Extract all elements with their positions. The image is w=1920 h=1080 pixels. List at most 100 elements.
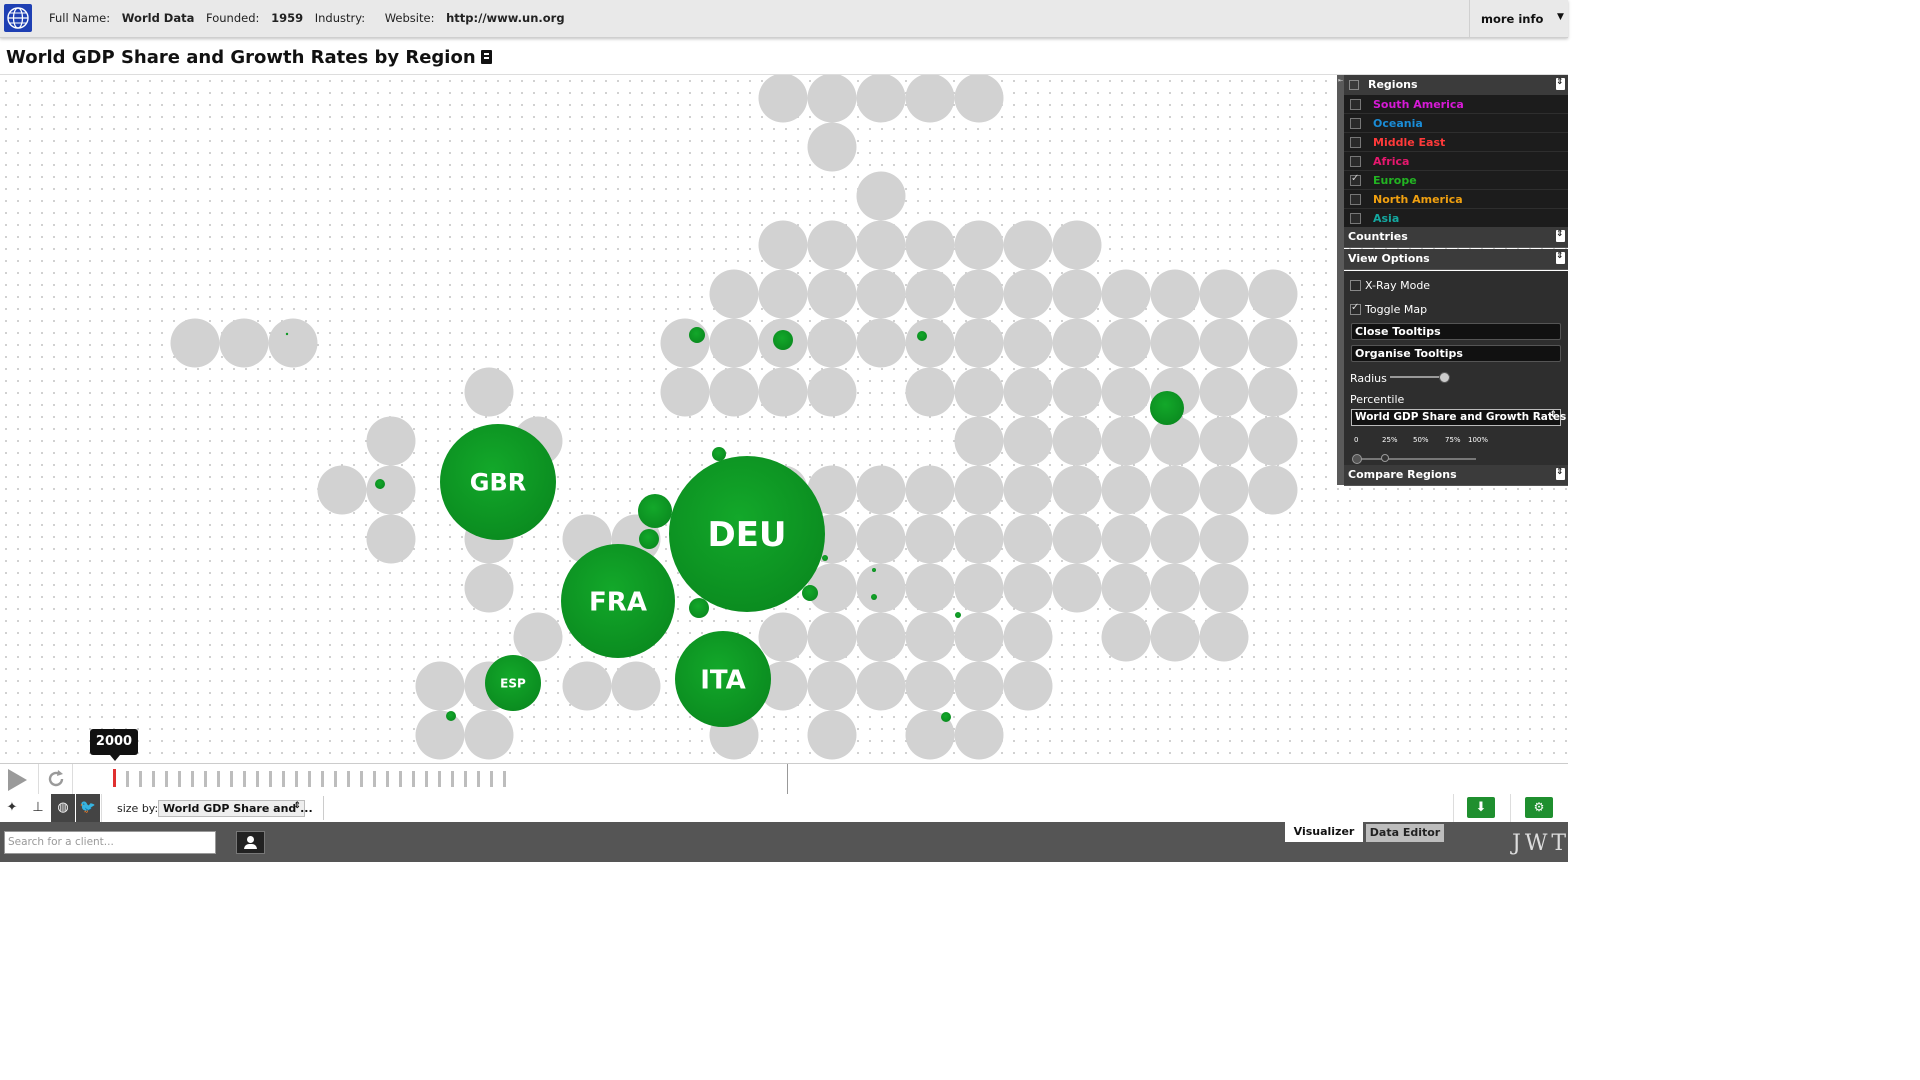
region-item-south-america[interactable]: South America [1344,95,1568,114]
year-tick[interactable] [204,771,207,787]
year-slider-handle[interactable] [113,769,116,787]
country-bubble-gbr[interactable] [440,424,556,540]
region-checkbox[interactable] [1350,213,1361,224]
countries-header[interactable]: Countries [1344,227,1568,248]
region-item-africa[interactable]: Africa [1344,152,1568,171]
region-item-oceania[interactable]: Oceania [1344,114,1568,133]
region-checkbox[interactable] [1350,118,1361,129]
close-tooltips-button[interactable]: Close Tooltips [1351,323,1561,340]
map-canvas[interactable]: GBR DEU FRA ITA ESP [0,75,1568,763]
year-tick[interactable] [191,771,194,787]
more-info-button[interactable]: more info ▼ [1469,0,1569,37]
year-tick[interactable] [178,771,181,787]
region-item-europe[interactable]: Europe [1344,171,1568,190]
chart-view-icon[interactable]: ⊥ [32,800,44,815]
compare-regions-dropdown-icon[interactable] [1556,467,1565,480]
year-tick[interactable] [412,771,415,787]
year-tick[interactable] [360,771,363,787]
year-tick[interactable] [243,771,246,787]
play-button[interactable] [0,764,39,794]
year-tick[interactable] [464,771,467,787]
panel-collapse-strip[interactable]: ⇤ [1337,75,1344,485]
country-bubble[interactable] [871,594,877,600]
website-link[interactable]: http://www.un.org [446,11,565,25]
twitter-icon[interactable]: 🐦 [76,794,100,822]
view-options-header[interactable]: View Options [1344,249,1568,270]
year-tick[interactable] [373,771,376,787]
country-bubble[interactable] [689,598,709,618]
region-item-middle-east[interactable]: Middle East [1344,133,1568,152]
user-button[interactable] [236,831,265,854]
country-bubble-deu[interactable] [669,456,825,612]
compare-regions-header[interactable]: Compare Regions [1344,465,1568,486]
year-tick[interactable] [165,771,168,787]
country-bubble[interactable] [446,711,456,721]
year-tick[interactable] [347,771,350,787]
bubbles-view-icon[interactable]: ✦ [6,800,18,815]
year-tick[interactable] [269,771,272,787]
year-tick[interactable] [451,771,454,787]
view-options-dropdown-icon[interactable] [1556,251,1565,264]
region-checkbox[interactable] [1350,99,1361,110]
country-bubble[interactable] [802,585,818,601]
year-tick[interactable] [425,771,428,787]
year-tick[interactable] [126,771,129,787]
country-bubble[interactable] [712,447,726,461]
country-bubble[interactable] [638,494,672,528]
region-checkbox[interactable] [1350,137,1361,148]
settings-button[interactable]: ⚙ [1525,797,1553,818]
toggle-map-checkbox[interactable] [1350,302,1361,315]
country-bubble[interactable] [1150,391,1184,425]
info-icon[interactable] [480,50,492,64]
region-item-asia[interactable]: Asia [1344,209,1568,228]
year-tick[interactable] [386,771,389,787]
year-tick[interactable] [256,771,259,787]
download-button[interactable]: ⬇ [1467,797,1495,818]
country-bubble[interactable] [773,330,793,350]
year-tick[interactable] [230,771,233,787]
year-tick[interactable] [321,771,324,787]
year-tick[interactable] [217,771,220,787]
regions-dropdown-icon[interactable] [1556,77,1565,90]
regions-header[interactable]: Regions [1344,75,1568,96]
year-tick[interactable] [477,771,480,787]
country-bubble-esp[interactable] [485,655,541,711]
countries-dropdown-icon[interactable] [1556,229,1565,242]
year-tick[interactable] [438,771,441,787]
country-bubble[interactable] [822,555,828,561]
tab-data-editor[interactable]: Data Editor [1366,824,1444,842]
country-bubble[interactable] [375,479,385,489]
country-bubble[interactable] [639,529,659,549]
country-bubble-ita[interactable] [675,631,771,727]
globe-view-icon[interactable]: ◍ [51,794,75,822]
country-bubble[interactable] [955,612,961,618]
region-item-north-america[interactable]: North America [1344,190,1568,209]
country-bubble[interactable] [941,712,951,722]
country-bubble[interactable] [917,331,927,341]
reset-button[interactable] [40,764,73,794]
region-checkbox[interactable] [1350,194,1361,205]
year-tick[interactable] [282,771,285,787]
region-checkbox[interactable] [1350,156,1361,167]
year-tick[interactable] [152,771,155,787]
region-checkbox[interactable] [1350,173,1361,186]
tab-visualizer[interactable]: Visualizer [1285,822,1363,842]
year-tick[interactable] [490,771,493,787]
organise-tooltips-button[interactable]: Organise Tooltips [1351,345,1561,362]
country-bubble[interactable] [285,332,289,336]
country-bubble-fra[interactable] [561,544,675,658]
year-tick[interactable] [334,771,337,787]
xray-mode-checkbox[interactable] [1350,280,1361,291]
client-search-input[interactable]: Search for a client... [4,831,216,854]
year-tick[interactable] [503,771,506,787]
country-bubble[interactable] [872,568,876,572]
size-by-select[interactable]: World GDP Share and ... ⇕ [158,800,313,817]
year-tick[interactable] [139,771,142,787]
regions-toggle-icon[interactable] [1349,80,1359,90]
year-tick[interactable] [295,771,298,787]
bubble-map[interactable]: GBR DEU FRA ITA ESP [0,75,1568,763]
collapse-icon[interactable]: ⇤ [1338,77,1344,84]
country-bubble[interactable] [689,327,705,343]
year-tick[interactable] [308,771,311,787]
year-tick[interactable] [399,771,402,787]
